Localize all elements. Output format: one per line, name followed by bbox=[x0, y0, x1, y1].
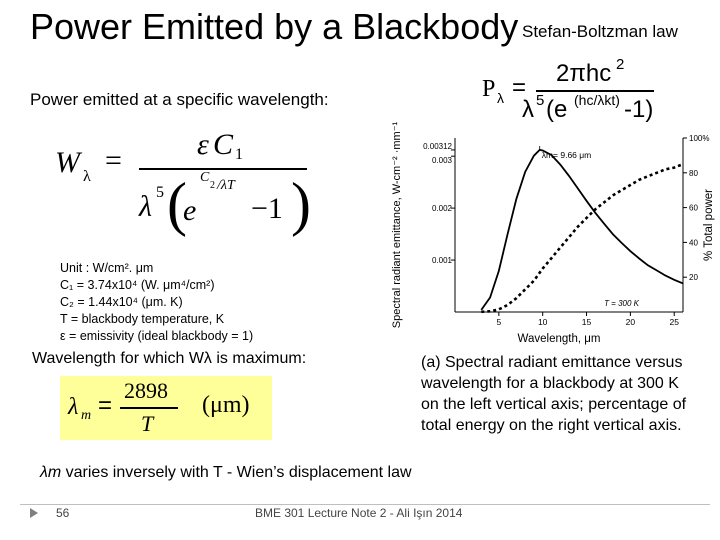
wlambda-den-5: 5 bbox=[156, 184, 164, 201]
y2-axis-title: % Total power bbox=[703, 189, 715, 261]
y2-tick-label: 80 bbox=[689, 169, 698, 178]
wlambda-lhs: W bbox=[55, 146, 80, 179]
planck-den-tail: -1) bbox=[624, 96, 654, 123]
wien-equals: = bbox=[98, 392, 113, 419]
slide-subtitle: Stefan-Boltzman law bbox=[522, 22, 678, 41]
units-line: C₂ = 1.44x10⁴ (μm. K) bbox=[60, 295, 183, 309]
footer-divider bbox=[20, 504, 710, 505]
figure-caption: (a) Spectral radiant emittance versus wa… bbox=[421, 354, 687, 434]
units-line: C₁ = 3.74x10⁴ (W. μm⁴/cm²) bbox=[60, 278, 215, 292]
y-tick-label: 0.001 bbox=[432, 256, 453, 265]
x-tick-label: 25 bbox=[669, 317, 679, 327]
wien-note-symbol: λm bbox=[40, 464, 62, 481]
slide-title: Power Emitted by a Blackbody bbox=[30, 6, 519, 47]
emittance-line bbox=[480, 148, 684, 311]
x-tick-label: 20 bbox=[626, 317, 636, 327]
wlambda-den-paren-open: ( bbox=[167, 171, 187, 237]
planck-den-exp-term: (hc/λkt) bbox=[574, 92, 620, 108]
planck-den-paren: (e bbox=[546, 96, 568, 123]
wlambda-den-minus1: −1 bbox=[251, 192, 283, 225]
x-tick-label: 10 bbox=[538, 317, 548, 327]
wlambda-fraction-bar bbox=[139, 168, 307, 170]
wlambda-lhs-sub: λ bbox=[83, 168, 91, 185]
wlambda-den-exp-c: C bbox=[200, 170, 210, 185]
blackbody-chart: 5 10 15 20 25 0.001 0.002 0.003 0.00312 20 40 60 80 1… bbox=[391, 121, 715, 345]
bullet-arrow-icon bbox=[30, 508, 38, 518]
wien-denominator: T bbox=[141, 411, 154, 436]
units-line: Unit : W/cm². μm bbox=[60, 261, 154, 275]
planck-numerator-exp: 2 bbox=[616, 56, 625, 73]
y2-tick-label: 60 bbox=[689, 204, 698, 213]
wlambda-num-c-sub: 1 bbox=[235, 146, 243, 163]
planck-den-lambda: λ bbox=[522, 96, 534, 123]
wlambda-den-exp-c-sub: 2 bbox=[210, 180, 215, 191]
wien-lhs-sub: m bbox=[81, 408, 92, 423]
y-tick-label: 0.00312 bbox=[423, 142, 452, 151]
x-axis-title: Wavelength, μm bbox=[518, 333, 601, 345]
wlambda-den-lambda: λ bbox=[139, 190, 152, 223]
max-heading: Wavelength for which Wλ is maximum: bbox=[32, 350, 307, 367]
planck-fraction-bar bbox=[536, 90, 654, 92]
peak-annotation: λm= 9.66 μm bbox=[542, 150, 592, 160]
y2-tick-label: 100% bbox=[689, 134, 709, 143]
planck-equals: = bbox=[512, 74, 527, 101]
units-line: T = blackbody temperature, K bbox=[60, 312, 225, 326]
wlambda-num-eps: ε bbox=[197, 128, 209, 161]
planck-formula: P λ = 2πhc 2 λ 5 (e (hc/λkt) -1) bbox=[470, 56, 710, 140]
y-tick-label: 0.003 bbox=[432, 156, 453, 165]
wlambda-num-c: C bbox=[213, 128, 234, 161]
section-heading: Power emitted at a specific wavelength: bbox=[30, 90, 329, 109]
wlambda-equals: = bbox=[105, 144, 122, 177]
x-tick-label: 15 bbox=[582, 317, 592, 327]
wien-note-text: varies inversely with T - Wien’s displac… bbox=[61, 464, 412, 481]
cumulative-power-line bbox=[481, 162, 684, 314]
temperature-annotation: T = 300 K bbox=[604, 299, 640, 308]
y2-tick-label: 40 bbox=[689, 238, 698, 247]
page-number: 56 bbox=[56, 506, 70, 520]
wien-fraction-bar bbox=[120, 407, 178, 409]
planck-numerator: 2πhc bbox=[556, 60, 612, 87]
y2-tick-label: 20 bbox=[689, 273, 698, 282]
wien-formula: λ m = 2898 T (μm) bbox=[60, 376, 272, 440]
wien-lhs: λ bbox=[68, 394, 79, 420]
wlambda-den-paren-close: ) bbox=[291, 171, 311, 237]
y-tick-label: 0.002 bbox=[432, 204, 453, 213]
footer-text: BME 301 Lecture Note 2 - Ali Işın 2014 bbox=[255, 506, 463, 520]
units-line: ε = emissivity (ideal blackbody = 1) bbox=[60, 329, 254, 343]
wien-note: λm varies inversely with T - Wien’s disp… bbox=[40, 464, 412, 482]
wien-unit: (μm) bbox=[202, 392, 250, 418]
units-list: Unit : W/cm². μm C₁ = 3.74x10⁴ (W. μm⁴/c… bbox=[60, 260, 253, 345]
planck-lhs: P bbox=[482, 76, 496, 102]
wien-numerator: 2898 bbox=[124, 378, 168, 403]
planck-lhs-sub: λ bbox=[497, 90, 504, 106]
planck-den-exp5: 5 bbox=[536, 92, 545, 109]
x-tick-label: 5 bbox=[496, 317, 501, 327]
wlambda-den-exp-rest: /λT bbox=[217, 178, 235, 193]
wlambda-formula: W λ = ε C 1 λ 5 ( e C 2 /λT −1 ) bbox=[55, 128, 315, 248]
y-axis-title: Spectral radiant emittance, W-cm⁻² ·mm⁻¹ bbox=[391, 121, 403, 328]
wlambda-den-e: e bbox=[183, 194, 197, 227]
